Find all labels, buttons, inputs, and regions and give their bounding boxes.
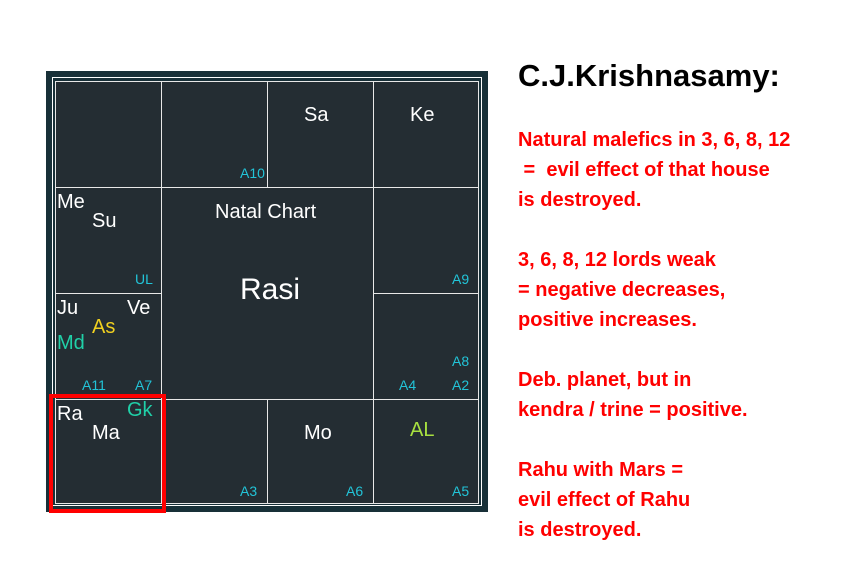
arudha-label: A6 xyxy=(346,483,364,499)
house-cell xyxy=(373,399,479,504)
note-item: 3, 6, 8, 12 lords weak = negative decrea… xyxy=(518,249,726,331)
arudha-label: UL xyxy=(135,271,153,287)
planet-label: Md xyxy=(57,332,85,354)
arudha-label: A10 xyxy=(240,165,265,181)
ascendant-label: As xyxy=(92,316,116,338)
chart-subtitle: Rasi xyxy=(240,273,301,306)
arudha-label: A2 xyxy=(452,377,470,393)
rasi-chart: Natal Chart Rasi A10 Sa Ke Me Su UL A9 J… xyxy=(55,81,479,504)
arudha-lagna-label: AL xyxy=(410,419,435,441)
arudha-label: A7 xyxy=(135,377,153,393)
arudha-label: A8 xyxy=(452,353,470,369)
note-item: Natural malefics in 3, 6, 8, 12 = evil e… xyxy=(518,129,791,211)
arudha-label: A5 xyxy=(452,483,470,499)
arudha-label: A4 xyxy=(399,377,417,393)
arudha-label: A11 xyxy=(82,377,106,393)
planet-label: Mo xyxy=(304,422,332,444)
planet-label: Ju xyxy=(57,297,79,319)
chart-title: Natal Chart xyxy=(215,201,317,223)
planet-label: Ra xyxy=(57,403,83,425)
note-item: Deb. planet, but in kendra / trine = pos… xyxy=(518,369,748,421)
planet-label: Ma xyxy=(92,422,120,444)
planet-label: Gk xyxy=(127,399,153,421)
house-cell xyxy=(267,81,374,188)
chart-border xyxy=(52,77,482,506)
arudha-label: A9 xyxy=(452,271,470,287)
planet-label: Ke xyxy=(410,104,435,126)
planet-label: Ve xyxy=(127,297,151,319)
house-cell xyxy=(373,81,479,188)
planet-label: Sa xyxy=(304,104,329,126)
planet-label: Me xyxy=(57,191,85,213)
note-item: Rahu with Mars = evil effect of Rahu is … xyxy=(518,459,691,541)
notes-heading: C.J.Krishnasamy: xyxy=(518,58,780,93)
arudha-label: A3 xyxy=(240,483,258,499)
house-cell xyxy=(55,81,162,188)
planet-label: Su xyxy=(92,210,117,232)
highlight-box xyxy=(49,394,166,513)
